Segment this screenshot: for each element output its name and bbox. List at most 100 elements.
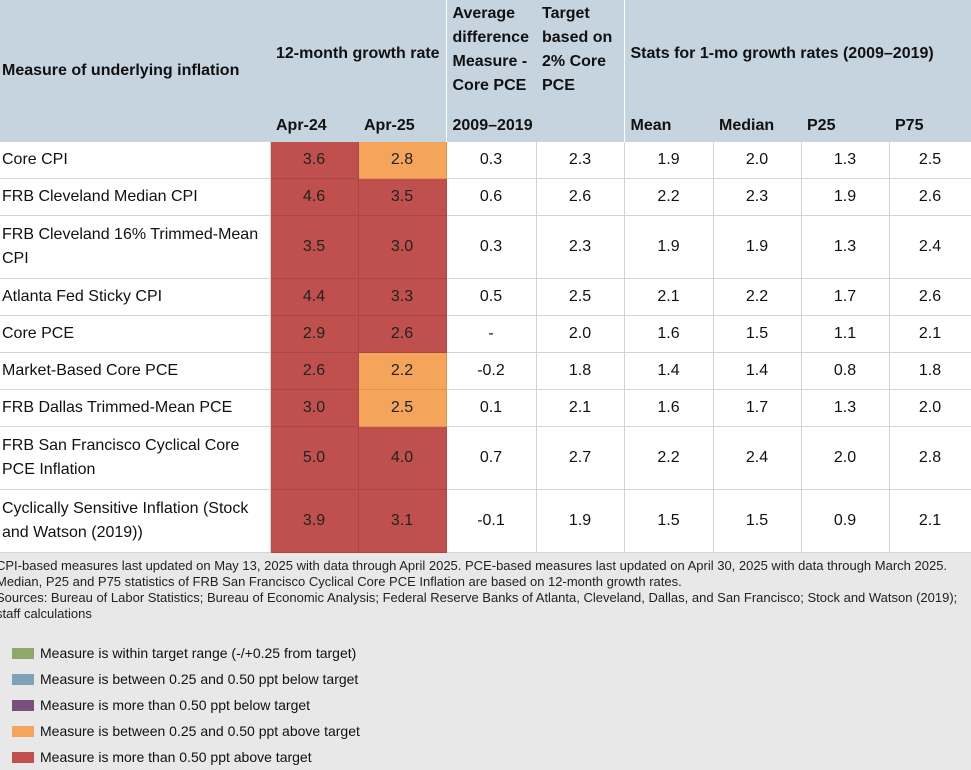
cell-median: 1.7 — [713, 389, 802, 427]
cell-p25: 1.3 — [801, 142, 890, 179]
cell-apr24: 3.9 — [270, 489, 359, 553]
cell-mean: 1.9 — [624, 215, 714, 279]
cell-apr24: 5.0 — [270, 426, 359, 490]
cell-target: 2.1 — [536, 389, 625, 427]
cell-median: 2.3 — [713, 178, 802, 216]
header-stats: Stats for 1-mo growth rates (2009–2019) — [624, 0, 971, 108]
table-notes: CPI-based measures last updated on May 1… — [0, 558, 971, 622]
cell-p25: 1.3 — [801, 389, 890, 427]
legend-swatch — [12, 751, 34, 763]
subheader-p75: P75 — [889, 108, 971, 142]
cell-p75: 2.0 — [889, 389, 971, 427]
legend: Measure is within target range (-/+0.25 … — [12, 640, 971, 770]
subheader-apr25: Apr-25 — [358, 108, 447, 142]
row-name: Cyclically Sensitive Inflation (Stock an… — [0, 489, 271, 553]
header-target: Target based on 2% Core PCE — [536, 0, 625, 108]
cell-mean: 2.2 — [624, 426, 714, 490]
legend-swatch — [12, 725, 34, 737]
cell-p25: 1.1 — [801, 315, 890, 353]
cell-avg-diff: -0.2 — [446, 352, 537, 390]
cell-target: 2.6 — [536, 178, 625, 216]
row-name: Atlanta Fed Sticky CPI — [0, 278, 271, 316]
table-row: FRB San Francisco Cyclical Core PCE Infl… — [0, 426, 971, 490]
table-row: Cyclically Sensitive Inflation (Stock an… — [0, 489, 971, 553]
cell-mean: 1.9 — [624, 142, 714, 179]
cell-mean: 1.5 — [624, 489, 714, 553]
row-name: FRB San Francisco Cyclical Core PCE Infl… — [0, 426, 271, 490]
cell-p25: 1.9 — [801, 178, 890, 216]
legend-swatch — [12, 699, 34, 711]
table-row: Market-Based Core PCE 2.6 2.2 -0.2 1.8 1… — [0, 352, 971, 390]
cell-avg-diff: 0.3 — [446, 142, 537, 179]
cell-apr24: 4.4 — [270, 278, 359, 316]
cell-p25: 1.7 — [801, 278, 890, 316]
legend-label: Measure is more than 0.50 ppt below targ… — [40, 697, 311, 713]
cell-avg-diff: 0.6 — [446, 178, 537, 216]
update-note: CPI-based measures last updated on May 1… — [0, 558, 948, 589]
subheader-target — [536, 108, 625, 142]
cell-p75: 2.1 — [889, 315, 971, 353]
cell-median: 1.5 — [713, 489, 802, 553]
row-name: FRB Cleveland Median CPI — [0, 178, 271, 216]
cell-apr25: 3.0 — [358, 215, 447, 279]
cell-median: 2.2 — [713, 278, 802, 316]
cell-apr24: 3.5 — [270, 215, 359, 279]
row-name: FRB Cleveland 16% Trimmed-Mean CPI — [0, 215, 271, 279]
legend-swatch — [12, 647, 34, 659]
inflation-table: Measure of underlying inflation 12-month… — [0, 0, 971, 553]
legend-label: Measure is more than 0.50 ppt above targ… — [40, 749, 312, 765]
cell-mean: 2.1 — [624, 278, 714, 316]
cell-mean: 1.6 — [624, 315, 714, 353]
cell-p75: 2.1 — [889, 489, 971, 553]
cell-apr25: 2.2 — [358, 352, 447, 390]
row-name: Core PCE — [0, 315, 271, 353]
cell-apr25: 2.6 — [358, 315, 447, 353]
legend-label: Measure is between 0.25 and 0.50 ppt bel… — [40, 671, 359, 687]
cell-p75: 2.6 — [889, 178, 971, 216]
cell-target: 2.3 — [536, 142, 625, 179]
header-measure: Measure of underlying inflation — [0, 0, 270, 142]
row-name: Market-Based Core PCE — [0, 352, 271, 390]
cell-avg-diff: 0.3 — [446, 215, 537, 279]
header-growth: 12-month growth rate — [270, 0, 447, 108]
table-row: FRB Cleveland 16% Trimmed-Mean CPI 3.5 3… — [0, 215, 971, 279]
cell-avg-diff: - — [446, 315, 537, 353]
cell-avg-diff: -0.1 — [446, 489, 537, 553]
cell-target: 2.5 — [536, 278, 625, 316]
cell-p25: 0.9 — [801, 489, 890, 553]
cell-p25: 2.0 — [801, 426, 890, 490]
row-name: FRB Dallas Trimmed-Mean PCE — [0, 389, 271, 427]
subheader-apr24: Apr-24 — [270, 108, 358, 142]
cell-mean: 1.6 — [624, 389, 714, 427]
cell-p75: 2.4 — [889, 215, 971, 279]
row-name: Core CPI — [0, 142, 271, 179]
cell-p25: 0.8 — [801, 352, 890, 390]
cell-p75: 2.8 — [889, 426, 971, 490]
cell-p25: 1.3 — [801, 215, 890, 279]
cell-target: 2.3 — [536, 215, 625, 279]
cell-apr25: 3.1 — [358, 489, 447, 553]
cell-target: 1.8 — [536, 352, 625, 390]
cell-target: 1.9 — [536, 489, 625, 553]
cell-median: 1.4 — [713, 352, 802, 390]
cell-avg-diff: 0.7 — [446, 426, 537, 490]
legend-item: Measure is within target range (-/+0.25 … — [12, 640, 971, 666]
cell-apr25: 3.5 — [358, 178, 447, 216]
legend-label: Measure is between 0.25 and 0.50 ppt abo… — [40, 723, 360, 739]
cell-p75: 2.5 — [889, 142, 971, 179]
table-row: Core PCE 2.9 2.6 - 2.0 1.6 1.5 1.1 2.1 — [0, 315, 971, 353]
cell-p75: 2.6 — [889, 278, 971, 316]
cell-apr25: 4.0 — [358, 426, 447, 490]
legend-label: Measure is within target range (-/+0.25 … — [40, 645, 357, 661]
cell-avg-diff: 0.1 — [446, 389, 537, 427]
legend-item: Measure is more than 0.50 ppt below targ… — [12, 692, 971, 718]
subheader-period: 2009–2019 — [446, 108, 536, 142]
cell-apr25: 2.5 — [358, 389, 447, 427]
cell-median: 1.9 — [713, 215, 802, 279]
subheader-mean: Mean — [624, 108, 713, 142]
sources-note: Sources: Bureau of Labor Statistics; Bur… — [0, 590, 958, 621]
cell-apr25: 2.8 — [358, 142, 447, 179]
header-avg-diff: Average difference Measure - Core PCE — [446, 0, 536, 108]
table-row: FRB Cleveland Median CPI 4.6 3.5 0.6 2.6… — [0, 178, 971, 216]
cell-mean: 2.2 — [624, 178, 714, 216]
